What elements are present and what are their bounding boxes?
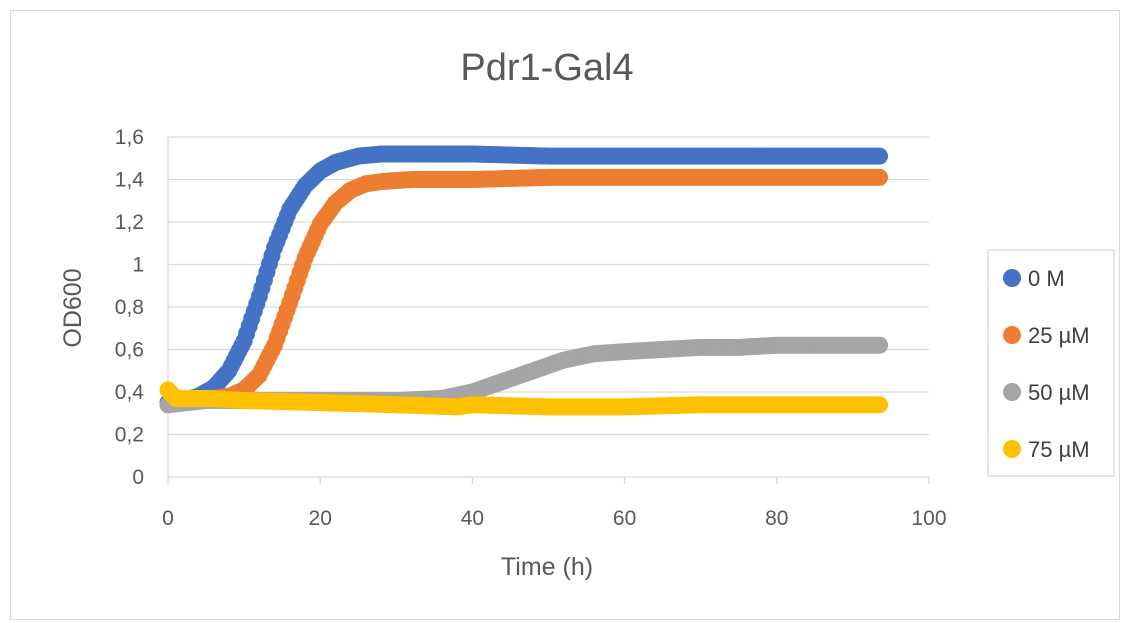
legend-label: 75 µM (1028, 437, 1090, 462)
y-tick-label: 1 (132, 254, 144, 277)
y-tick-label: 0,6 (115, 339, 144, 362)
data-point (871, 147, 889, 165)
x-tick-labels: 0 20 40 60 80 100 (162, 507, 946, 530)
x-tick-label: 100 (911, 507, 946, 530)
data-point (871, 168, 889, 186)
legend-marker (1003, 326, 1021, 344)
chart-title: Pdr1-Gal4 (460, 47, 633, 89)
series-75-µM (159, 381, 889, 416)
y-tick-label: 1,2 (115, 211, 144, 234)
x-axis-title: Time (h) (501, 553, 593, 581)
y-tick-label: 1,6 (115, 126, 144, 149)
chart-frame (10, 10, 1120, 620)
x-tick-label: 0 (162, 507, 174, 530)
y-tick-labels: 0 0,2 0,4 0,6 0,8 1 1,2 1,4 1,6 (115, 126, 145, 489)
x-tick-label: 80 (765, 507, 788, 530)
y-axis-title: OD600 (59, 268, 87, 347)
series-layer (159, 145, 889, 416)
legend-marker (1003, 269, 1021, 287)
y-tick-label: 0,4 (115, 381, 145, 404)
gridlines (167, 136, 930, 484)
legend-marker (1003, 440, 1021, 458)
legend-marker (1003, 383, 1021, 401)
y-tick-label: 1,4 (115, 169, 145, 192)
y-tick-label: 0 (132, 466, 144, 489)
y-tick-label: 0,2 (115, 424, 144, 447)
x-tick-label: 40 (461, 507, 484, 530)
legend-box (987, 249, 1115, 477)
legend: 0 M 25 µM 50 µM 75 µM (987, 249, 1115, 477)
x-tick-label: 20 (309, 507, 332, 530)
legend-label: 25 µM (1028, 323, 1090, 348)
legend-label: 50 µM (1028, 380, 1090, 405)
data-point (871, 336, 889, 354)
x-tick-label: 60 (613, 507, 636, 530)
data-point (871, 396, 889, 414)
y-tick-label: 0,8 (115, 296, 144, 319)
legend-label: 0 M (1028, 266, 1065, 291)
